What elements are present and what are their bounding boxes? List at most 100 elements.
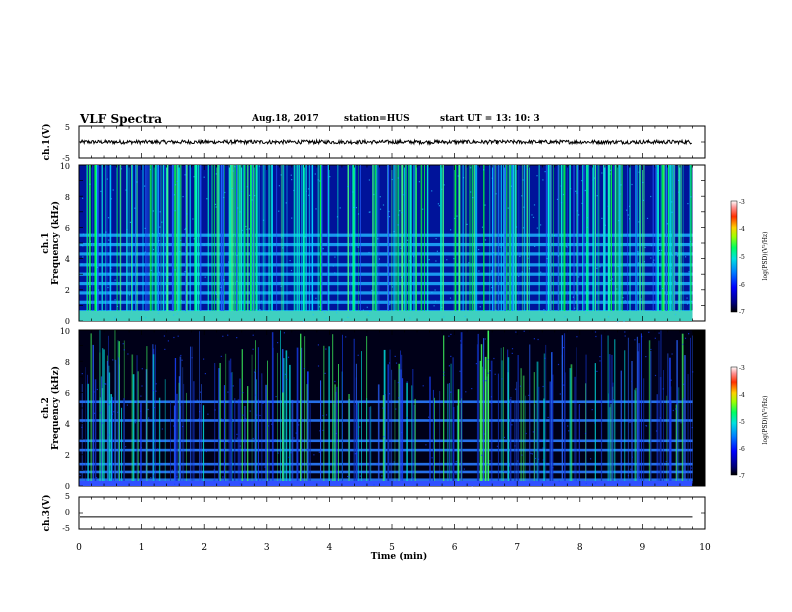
ch2-spec-streak (564, 372, 566, 481)
ch2-spec-speckle (487, 358, 489, 361)
ch1-spec-speckle (179, 250, 181, 253)
ch1-spec-streak (672, 165, 674, 311)
ch1-spec-speckle (145, 316, 147, 319)
ch1-spec-streak (180, 165, 182, 311)
ch2-spec-streak (517, 355, 519, 481)
ch1-spec-speckle (129, 221, 132, 223)
ch1-spec-streak (672, 165, 673, 311)
ch1-spec-speckle (192, 218, 194, 220)
ch1-spec-speckle (475, 246, 477, 248)
ch1-spec-speckle (464, 315, 466, 317)
ch1-spec-streak (512, 165, 514, 311)
ch1-spec-speckle (86, 292, 88, 294)
ch2-spec-speckle (654, 374, 657, 377)
ch1-spec-speckle (159, 211, 161, 213)
ch1-spec-streak (264, 165, 266, 311)
ch1-spec-speckle (379, 208, 382, 210)
ch1-spec-speckle (618, 220, 620, 222)
ch1-spec-speckle (521, 195, 523, 197)
ch1-spec-streak (518, 165, 520, 311)
ch1-spec-streak (374, 165, 377, 311)
ch1-spec-streak (153, 165, 155, 311)
ch1-spec-speckle (274, 243, 276, 245)
ch1-spec-speckle (174, 210, 176, 212)
ch2-spec-speckle (471, 388, 473, 390)
ch1-spec-speckle (422, 208, 424, 210)
ch1-spec-speckle (353, 206, 355, 208)
ch2-spec-speckle (443, 374, 445, 376)
ch1-spec-speckle (262, 219, 265, 221)
ch2-spec-streak (450, 363, 452, 481)
ch1-spec-streak (255, 165, 258, 311)
ch2-spec-streak (681, 333, 684, 481)
ch1-spec-speckle (570, 188, 572, 190)
ch1-spec-speckle (676, 255, 679, 257)
ch2-spec-speckle (267, 425, 269, 427)
ch1-spec-speckle (397, 224, 399, 226)
ch1-ytick-5: 5 (65, 123, 70, 132)
ch1-spec-speckle (638, 221, 640, 223)
ch1-spec-streak (270, 165, 272, 311)
ch1-spec-speckle (468, 262, 470, 264)
ch1-spec-speckle (528, 268, 531, 270)
ch1-spec-speckle (578, 214, 580, 216)
ch1-spec-speckle (584, 189, 586, 192)
ch1-cbar-tick-m7: -7 (739, 309, 745, 316)
ch1-spec-speckle (562, 193, 565, 196)
ch1-spec-streak (234, 165, 236, 311)
ch2-cbar-tick-m5: -5 (739, 419, 745, 426)
ch1-spec-streak (595, 165, 596, 311)
ch2-spec-streak (342, 334, 343, 481)
ch2-spec-speckle (645, 425, 647, 427)
ch2-spec-speckle (450, 355, 452, 357)
ch2-spec-speckle (129, 419, 131, 421)
ch1s-ytick-2: 2 (65, 286, 70, 295)
ch1-spec-speckle (399, 210, 401, 212)
ch1-spec-speckle (586, 217, 588, 219)
ch1-spec-streak (627, 165, 628, 311)
ch2-spec-streak (92, 344, 94, 481)
ch2-spec-speckle (465, 391, 467, 393)
ch2-spec-speckle (388, 362, 391, 364)
ch1-spec-speckle (532, 216, 535, 218)
ch2-spec-streak (81, 384, 83, 481)
ch2-spec-speckle (544, 357, 546, 359)
ch1-spec-streak (163, 165, 165, 311)
ch2-spec-speckle (262, 402, 264, 404)
ch1-spec-speckle (565, 245, 567, 247)
ch1-spec-streak (228, 165, 231, 311)
ch1-spec-speckle (658, 239, 660, 241)
ch1-spec-speckle (101, 272, 103, 274)
ch2-spec-streak (111, 396, 113, 481)
ch2-spec-speckle (638, 476, 641, 478)
ch2-spec-speckle (576, 336, 578, 338)
ch1-spec-speckle (282, 247, 284, 249)
ch1-spec-streak (321, 165, 323, 311)
ch2-spec-streak (136, 355, 138, 481)
ch1-spec-streak (250, 165, 252, 311)
ch1-spec-streak (690, 165, 692, 311)
ch2-spec-speckle (471, 485, 473, 487)
ch1-spec-speckle (611, 278, 613, 280)
ch2-spec-streak (300, 333, 302, 481)
ch2-spec-speckle (525, 432, 527, 435)
ch1-spec-speckle (159, 232, 161, 235)
ch2-spec-speckle (111, 413, 113, 415)
ch2-spec-speckle (252, 437, 254, 440)
ch1-spec-speckle (671, 254, 673, 256)
ch1-spec-speckle (278, 185, 280, 187)
ch2-spec-speckle (433, 479, 435, 481)
ch2-spec-speckle (155, 390, 157, 392)
ch2-spec-speckle (622, 462, 624, 464)
ch2-spec-speckle (325, 348, 327, 350)
ch2-spec-streak (231, 372, 233, 481)
ch2-spec-speckle (107, 434, 110, 436)
ch2-spec-speckle (648, 442, 650, 444)
ch1-spec-streak (563, 165, 566, 311)
ch2-spec-streak (186, 392, 187, 481)
ch2-spec-speckle (563, 384, 565, 386)
ch2-spectrogram-ticks (78, 329, 706, 487)
ch2-cbar-tick-m7: -7 (739, 473, 745, 480)
ch1-spec-streak (393, 165, 395, 311)
ch1-spec-speckle (484, 239, 487, 241)
